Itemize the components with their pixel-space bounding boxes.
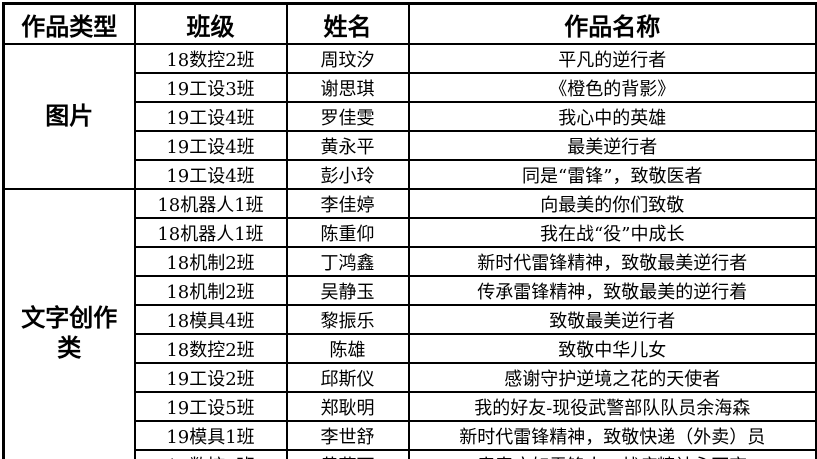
cell-name: 谢思琪	[285, 72, 410, 103]
cell-title: 青春应如雷锋人，战疫精神永不忘	[407, 449, 817, 459]
cell-name: 黎振乐	[285, 304, 410, 335]
table-row: 18模具4班 黎振乐 致敬最美逆行者	[4, 304, 817, 335]
cell-name: 周玟汐	[285, 43, 410, 74]
table-row: 19模具1班 李世舒 新时代雷锋精神，致敬快递（外卖）员	[4, 420, 817, 451]
table-row: 19工设4班 黄永平 最美逆行者	[4, 130, 817, 161]
cell-title: 平凡的逆行者	[407, 43, 817, 74]
table-row: 19工设3班 谢思琪 《橙色的背影》	[4, 72, 817, 103]
cell-title: 我的好友-现役武警部队队员余海森	[407, 391, 817, 422]
cell-class: 18机器人1班	[133, 217, 288, 248]
cell-class: 19工设3班	[133, 72, 288, 103]
cell-title: 向最美的你们致敬	[407, 188, 817, 219]
table-row: 19工设4班 彭小玲 同是“雷锋”，致敬医者	[4, 159, 817, 190]
cell-name: 丁鸿鑫	[285, 246, 410, 277]
table-row: 18机制2班 吴静玉 传承雷锋精神，致敬最美的逆行着	[4, 275, 817, 306]
cell-name: 陈雄	[285, 333, 410, 364]
cell-name: 李佳婷	[285, 188, 410, 219]
table-row: 19工设2班 邱斯仪 感谢守护逆境之花的天使者	[4, 362, 817, 393]
cell-title: 《橙色的背影》	[407, 72, 817, 103]
cell-name: 彭小玲	[285, 159, 410, 190]
cell-class: 19数控2班	[133, 449, 288, 459]
table-row: 18机器人1班 陈重仰 我在战“役”中成长	[4, 217, 817, 248]
cell-class: 18机器人1班	[133, 188, 288, 219]
cell-name: 邱斯仪	[285, 362, 410, 393]
group-cell-text-works: 文字创作类	[2, 188, 136, 459]
cell-title: 致敬中华儿女	[407, 333, 817, 364]
cell-class: 18机制2班	[133, 275, 288, 306]
table-row: 图片 18数控2班 周玟汐 平凡的逆行者	[2, 43, 817, 190]
cell-class: 18数控2班	[133, 333, 288, 364]
table-row: 19工设4班 罗佳雯 我心中的英雄	[4, 101, 817, 132]
header-work-title: 作品名称	[407, 2, 817, 45]
group-cell-pictures: 图片	[2, 43, 136, 190]
cell-class: 19工设2班	[133, 362, 288, 393]
cell-name: 陈重仰	[285, 217, 410, 248]
cell-class: 18数控2班	[133, 43, 288, 74]
cell-title: 最美逆行者	[407, 130, 817, 161]
header-row: 作品类型 班级 姓名 作品名称	[2, 2, 817, 45]
header-work-type: 作品类型	[2, 2, 136, 45]
header-class: 班级	[133, 2, 288, 45]
cell-title: 传承雷锋精神，致敬最美的逆行着	[407, 275, 817, 306]
cell-title: 新时代雷锋精神，致敬最美逆行者	[407, 246, 817, 277]
cell-class: 18模具4班	[133, 304, 288, 335]
table-row: 18机制2班 丁鸿鑫 新时代雷锋精神，致敬最美逆行者	[4, 246, 817, 277]
table-row: 19数控2班 黄燕丽 青春应如雷锋人，战疫精神永不忘	[4, 449, 817, 459]
cell-title: 感谢守护逆境之花的天使者	[407, 362, 817, 393]
table-row: 18数控2班 陈雄 致敬中华儿女	[4, 333, 817, 364]
cell-name: 吴静玉	[285, 275, 410, 306]
cell-title: 同是“雷锋”，致敬医者	[407, 159, 817, 190]
header-name: 姓名	[285, 2, 410, 45]
cell-name: 罗佳雯	[285, 101, 410, 132]
cell-title: 我心中的英雄	[407, 101, 817, 132]
cell-class: 18机制2班	[133, 246, 288, 277]
cell-class: 19工设4班	[133, 130, 288, 161]
cell-name: 郑耿明	[285, 391, 410, 422]
cell-title: 我在战“役”中成长	[407, 217, 817, 248]
cell-name: 李世舒	[285, 420, 410, 451]
cell-name: 黄永平	[285, 130, 410, 161]
cell-class: 19工设4班	[133, 101, 288, 132]
cell-class: 19工设4班	[133, 159, 288, 190]
cell-title: 新时代雷锋精神，致敬快递（外卖）员	[407, 420, 817, 451]
table-row: 19工设5班 郑耿明 我的好友-现役武警部队队员余海森	[4, 391, 817, 422]
cell-class: 19工设5班	[133, 391, 288, 422]
cell-class: 19模具1班	[133, 420, 288, 451]
table-row: 文字创作类 18机器人1班 李佳婷 向最美的你们致敬	[2, 188, 817, 459]
cell-title: 致敬最美逆行者	[407, 304, 817, 335]
cell-name: 黄燕丽	[285, 449, 410, 459]
